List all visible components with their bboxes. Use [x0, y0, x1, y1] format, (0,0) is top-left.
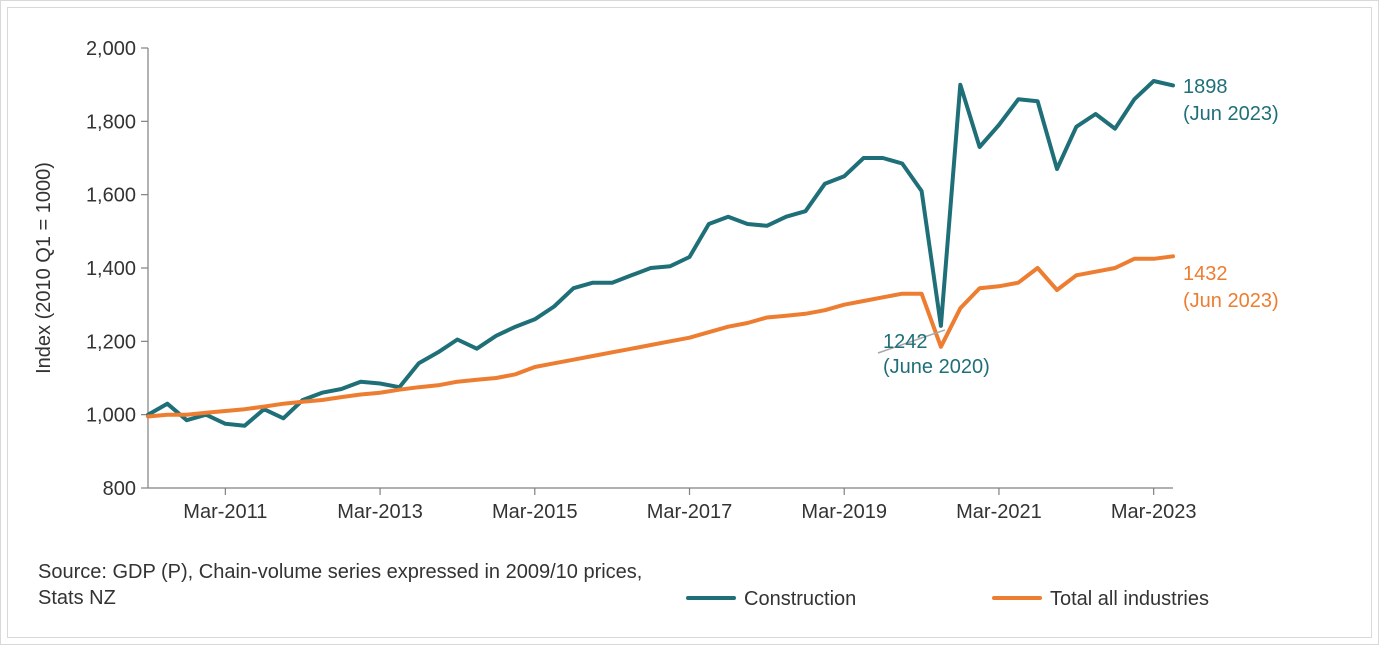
annotation-end-total-date: (Jun 2023): [1183, 290, 1279, 312]
y-tick-label: 800: [103, 478, 136, 500]
series-line-construction: [148, 81, 1173, 426]
y-tick-label: 1,200: [86, 331, 136, 353]
y-axis-title: Index (2010 Q1 = 1000): [33, 162, 55, 374]
legend-label: Construction: [744, 588, 856, 610]
source-line-2: Stats NZ: [38, 587, 116, 609]
y-tick-label: 2,000: [86, 38, 136, 60]
y-tick-label: 1,400: [86, 258, 136, 280]
series-line-total-all-industries: [148, 256, 1173, 416]
legend-label: Total all industries: [1050, 588, 1209, 610]
x-tick-label: Mar-2015: [492, 501, 578, 523]
annotation-end-construction-value: 1898: [1183, 76, 1228, 98]
y-tick-label: 1,800: [86, 111, 136, 133]
x-tick-label: Mar-2017: [647, 501, 733, 523]
chart-card: { "chart": { "type": "line", "background…: [0, 0, 1379, 645]
x-tick-label: Mar-2023: [1111, 501, 1197, 523]
chart-inner: { "chart": { "type": "line", "background…: [7, 7, 1372, 638]
y-tick-label: 1,000: [86, 405, 136, 427]
x-tick-label: Mar-2011: [183, 501, 267, 523]
x-tick-label: Mar-2019: [801, 501, 887, 523]
annotation-end-total-value: 1432: [1183, 263, 1228, 285]
y-tick-label: 1,600: [86, 185, 136, 207]
annotation-end-construction-date: (Jun 2023): [1183, 103, 1279, 125]
x-tick-label: Mar-2021: [956, 501, 1042, 523]
line-chart: 800 1,000 1,200 1,400 1,600 1,800 2,000 Index (…: [8, 8, 1371, 637]
annotation-dip-date: (June 2020): [883, 356, 990, 378]
annotation-dip-value: 1242: [883, 331, 928, 353]
x-tick-label: Mar-2013: [337, 501, 423, 523]
source-line-1: Source: GDP (P), Chain-volume series exp…: [38, 561, 642, 583]
